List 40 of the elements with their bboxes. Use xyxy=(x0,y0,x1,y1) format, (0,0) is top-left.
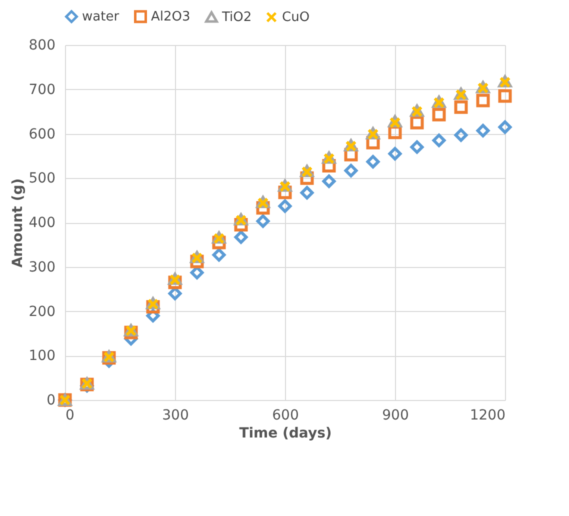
y-tick-label: 0 xyxy=(46,392,56,408)
y-tick-label: 200 xyxy=(28,304,56,320)
legend-label: water xyxy=(82,10,120,25)
y-axis-title: Amount (g) xyxy=(10,178,26,268)
point xyxy=(498,120,512,134)
point xyxy=(388,146,402,160)
x-tick-label: 0 xyxy=(66,408,74,424)
point xyxy=(454,128,468,142)
point xyxy=(476,94,490,108)
point xyxy=(256,214,270,228)
point xyxy=(322,174,336,188)
point xyxy=(498,89,512,103)
y-tick-label: 300 xyxy=(28,259,56,276)
point xyxy=(278,199,292,213)
x-axis-title: Time (days) xyxy=(239,426,332,442)
point xyxy=(212,248,226,262)
x-tick-label: 600 xyxy=(272,408,299,424)
y-tick-label: 100 xyxy=(28,348,56,364)
x-tick-label: 900 xyxy=(382,408,409,424)
y-tick-label: 400 xyxy=(28,215,56,231)
y-tick-label: 600 xyxy=(28,126,56,142)
point xyxy=(410,140,424,154)
y-tick-label: 700 xyxy=(28,82,56,98)
legend-label: CuO xyxy=(282,10,310,26)
legend-label: Al2O3 xyxy=(151,10,190,25)
point xyxy=(300,186,314,200)
x-tick-label: 1200 xyxy=(470,408,506,424)
point xyxy=(366,154,380,168)
legend-label: TiO2 xyxy=(221,10,252,25)
point xyxy=(476,124,490,138)
point xyxy=(168,286,182,300)
point xyxy=(454,100,468,114)
x-tick-label: 300 xyxy=(162,408,189,424)
point xyxy=(432,134,446,148)
point xyxy=(410,116,424,130)
point xyxy=(234,230,248,244)
point xyxy=(432,108,446,122)
point xyxy=(344,164,358,178)
y-tick-label: 800 xyxy=(28,38,56,54)
y-tick-label: 500 xyxy=(28,170,56,187)
